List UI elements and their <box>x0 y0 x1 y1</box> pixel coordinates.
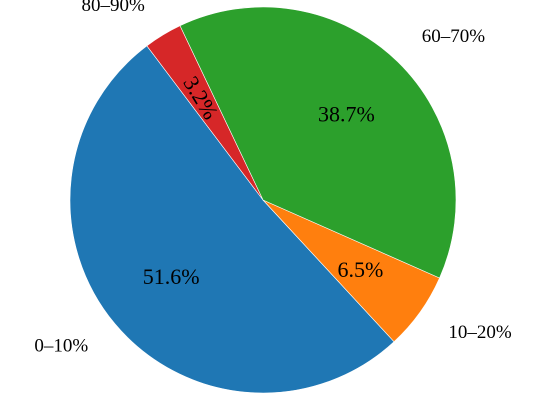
pie-slice-2 <box>179 6 457 279</box>
pie-slice-3-label: 80–90% <box>82 0 146 16</box>
pie-slice-0 <box>69 45 395 394</box>
pie-slice-0-percent: 51.6% <box>143 264 200 289</box>
pie-slice-2-percent: 38.7% <box>318 102 375 127</box>
pie-slice-3 <box>146 25 264 201</box>
pie-slice-2-label: 60–70% <box>422 26 486 47</box>
pie-slice-0-label: 0–10% <box>34 336 88 357</box>
pie-labels: 51.6%0–10%6.5%10–20%38.7%60–70%3.2%80–90… <box>34 0 511 357</box>
pie-slices <box>69 6 457 394</box>
pie-slice-1-percent: 6.5% <box>337 257 383 282</box>
pie-slice-1-label: 10–20% <box>448 322 512 343</box>
